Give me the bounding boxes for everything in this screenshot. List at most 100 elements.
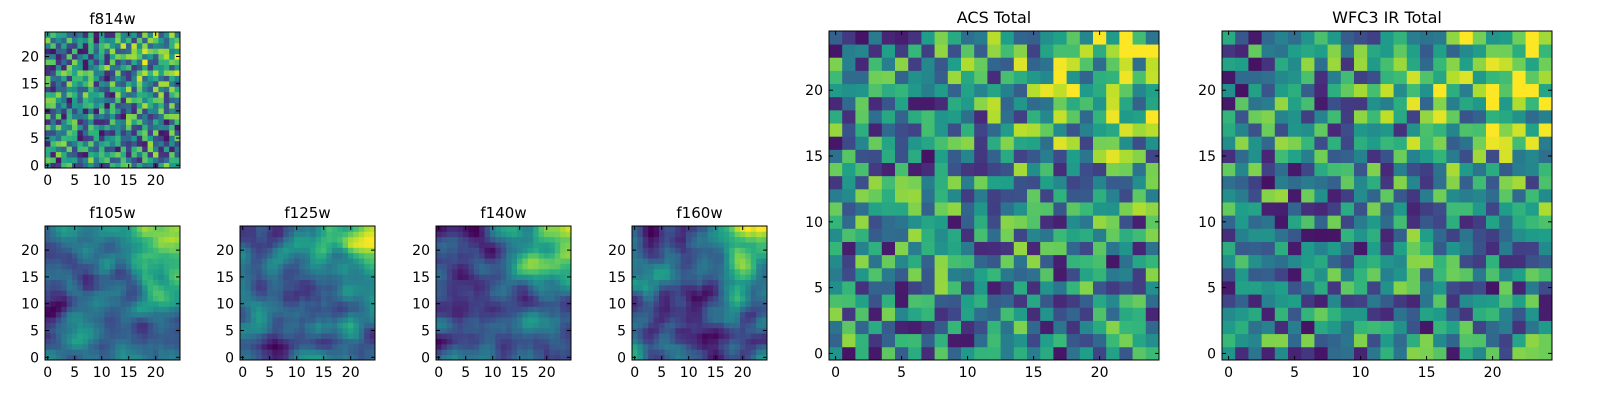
heatmap-cell: [326, 301, 333, 307]
heatmap-cell: [55, 162, 62, 169]
heatmap-cell: [82, 108, 89, 114]
heatmap-cell: [723, 311, 730, 318]
heatmap-cell: [174, 97, 181, 104]
heatmap-cell: [331, 311, 338, 318]
heatmap-cell: [506, 311, 512, 318]
heatmap-cell: [267, 322, 273, 329]
heatmap-cell: [522, 231, 529, 238]
heatmap-cell: [500, 279, 507, 286]
heatmap-cell: [1119, 307, 1133, 321]
heatmap-cell: [1512, 333, 1526, 348]
heatmap-cell: [1459, 228, 1474, 242]
heatmap-cell: [691, 263, 698, 270]
heatmap-cell: [82, 102, 89, 109]
heatmap-cell: [1472, 70, 1487, 85]
heatmap-cell: [473, 247, 480, 254]
heatmap-cell: [1027, 31, 1041, 45]
heatmap-cell: [174, 295, 181, 302]
heatmap-cell: [61, 151, 67, 158]
heatmap-cell: [66, 53, 73, 60]
heatmap-cell: [163, 247, 170, 254]
heatmap-cell: [1512, 320, 1526, 335]
heatmap-cell: [723, 247, 730, 254]
heatmap-cell: [436, 317, 442, 323]
heatmap-cell: [104, 113, 111, 120]
x-tick-label: 20: [147, 365, 165, 381]
heatmap-cell: [527, 343, 534, 350]
heatmap-cell: [288, 284, 295, 291]
heatmap-cell: [1314, 83, 1328, 98]
heatmap-cell: [99, 91, 105, 98]
heatmap-cell: [1499, 175, 1513, 190]
heatmap-cell: [45, 295, 51, 302]
heatmap-cell: [457, 349, 464, 356]
heatmap-cell: [921, 83, 935, 98]
heatmap-cell: [88, 97, 94, 104]
heatmap-cell: [961, 333, 975, 348]
heatmap-cell: [250, 274, 257, 280]
heatmap-cell: [163, 284, 170, 291]
heatmap-cell: [934, 44, 949, 58]
heatmap-cell: [169, 295, 175, 302]
heatmap-cell: [321, 263, 327, 270]
heatmap-cell: [637, 295, 644, 302]
heatmap-cell: [1314, 346, 1328, 361]
heatmap-cell: [288, 263, 295, 270]
heatmap-cell: [713, 247, 719, 254]
heatmap-cell: [1053, 202, 1067, 216]
heatmap-cell: [72, 80, 78, 87]
heatmap-cell: [109, 290, 116, 297]
heatmap-cell: [50, 258, 57, 264]
heatmap-cell: [45, 343, 51, 350]
heatmap-cell: [120, 108, 127, 114]
heatmap-cell: [479, 301, 485, 307]
heatmap-cell: [115, 91, 121, 98]
heatmap-cell: [109, 86, 116, 93]
heatmap-cell: [55, 247, 62, 254]
heatmap-cell: [1499, 320, 1513, 335]
heatmap-cell: [136, 349, 143, 356]
heatmap-cell: [45, 119, 51, 125]
heatmap-cell: [560, 252, 566, 259]
heatmap-cell: [50, 113, 57, 120]
heatmap-cell: [1301, 228, 1315, 242]
heatmap-cell: [77, 97, 84, 104]
heatmap-cell: [1288, 320, 1302, 335]
heatmap-cell: [131, 91, 138, 98]
heatmap-cell: [61, 113, 67, 120]
heatmap-cell: [745, 338, 752, 345]
heatmap-cell: [1420, 188, 1434, 203]
heatmap-cell: [109, 162, 116, 169]
heatmap-cell: [1499, 215, 1513, 229]
heatmap-cell: [261, 284, 268, 291]
heatmap-cell: [82, 327, 89, 334]
heatmap-cell: [1106, 281, 1120, 295]
heatmap-cell: [50, 349, 57, 356]
heatmap-cell: [1340, 346, 1355, 361]
heatmap-cell: [326, 306, 333, 313]
heatmap-cell: [310, 226, 316, 232]
heatmap-cell: [554, 226, 561, 232]
heatmap-cell: [479, 231, 485, 238]
heatmap-cell: [961, 175, 975, 190]
heatmap-cell: [104, 252, 111, 259]
heatmap-cell: [1354, 281, 1368, 295]
heatmap-cell: [1327, 136, 1342, 150]
heatmap-cell: [1486, 215, 1500, 229]
heatmap-cell: [1525, 346, 1540, 361]
heatmap-cell: [908, 215, 922, 229]
heatmap-cell: [895, 346, 909, 361]
heatmap-cell: [707, 295, 714, 302]
heatmap-cell: [974, 57, 988, 71]
heatmap-cell: [642, 263, 649, 270]
heatmap-cell: [93, 226, 100, 232]
heatmap-cell: [457, 301, 464, 307]
heatmap-cell: [61, 124, 67, 131]
heatmap-cell: [908, 333, 922, 348]
heatmap-cell: [468, 290, 475, 297]
heatmap-cell: [88, 151, 94, 158]
heatmap-cell: [1525, 31, 1540, 45]
heatmap-cell: [538, 258, 545, 264]
heatmap-cell: [554, 306, 561, 313]
heatmap-cell: [342, 290, 349, 297]
